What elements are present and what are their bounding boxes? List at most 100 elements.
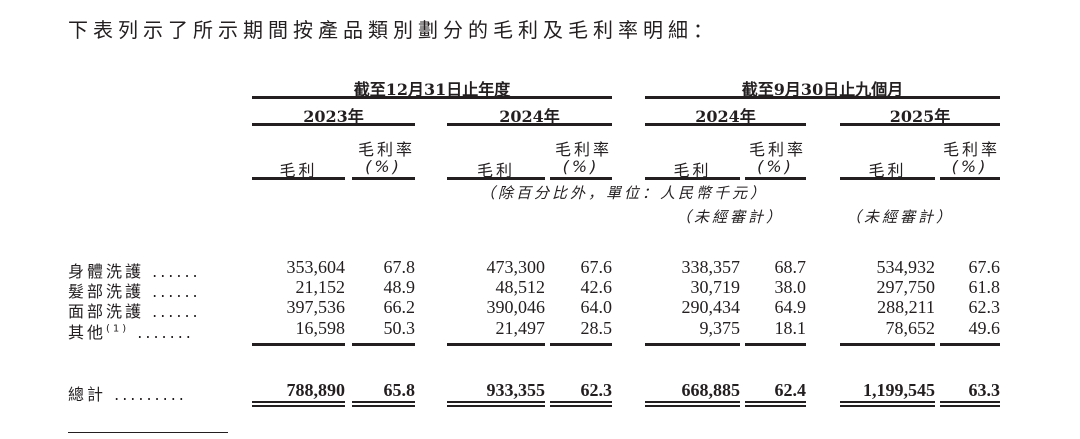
double-rule <box>745 405 806 407</box>
total-cell: 1,199,545 <box>863 380 935 400</box>
col-header-gross-profit: 毛利 <box>476 161 515 180</box>
table-cell: 61.8 <box>968 277 1001 297</box>
table-cell: 338,357 <box>681 257 741 277</box>
table-cell: 49.6 <box>968 318 1001 338</box>
double-rule <box>645 401 740 403</box>
total-cell: 63.3 <box>968 380 1001 400</box>
col-header-margin-unit: (%) <box>365 157 402 176</box>
table-cell: 42.6 <box>580 277 613 297</box>
table-cell: 30,719 <box>690 277 741 297</box>
col-header-margin: 毛利率 <box>748 140 806 159</box>
rule <box>940 177 1000 180</box>
double-rule <box>645 405 740 407</box>
table-cell: 48.9 <box>383 277 416 297</box>
double-rule <box>550 401 612 403</box>
table-cell: 21,497 <box>495 318 546 338</box>
rule <box>252 177 345 180</box>
table-cell: 62.3 <box>968 297 1001 317</box>
table-cell: 353,604 <box>286 257 346 277</box>
double-rule <box>252 405 345 407</box>
table-cell: 64.9 <box>774 297 807 317</box>
rule <box>840 177 935 180</box>
table-cell: 64.0 <box>580 297 613 317</box>
rule <box>252 96 612 99</box>
total-cell: 65.8 <box>383 380 416 400</box>
table-cell: 67.8 <box>383 257 416 277</box>
total-cell: 62.3 <box>580 380 613 400</box>
rule <box>840 343 935 346</box>
table-cell: 397,536 <box>286 297 346 317</box>
double-rule <box>745 401 806 403</box>
table-cell: 390,046 <box>486 297 546 317</box>
total-cell: 62.4 <box>774 380 807 400</box>
rule <box>645 343 740 346</box>
rule <box>745 177 806 180</box>
rule <box>645 96 1000 99</box>
col-header-gross-profit: 毛利 <box>279 161 318 180</box>
double-rule <box>550 405 612 407</box>
unit-note: （除百分比外，單位：人民幣千元） <box>480 184 769 202</box>
year-header: 2023年 <box>303 107 364 126</box>
table-cell: 68.7 <box>774 257 807 277</box>
row-label: 面部洗護 ...... <box>68 302 201 321</box>
table-cell: 288,211 <box>877 297 935 317</box>
total-cell: 933,355 <box>486 380 546 400</box>
rule <box>645 177 740 180</box>
rule <box>550 177 612 180</box>
rule <box>447 123 612 126</box>
intro-text: 下表列示了所示期間按產品類別劃分的毛利及毛利率明細： <box>68 18 718 42</box>
table-cell: 38.0 <box>774 277 807 297</box>
unaudited-note: （未經審計） <box>676 208 785 226</box>
col-header-margin-unit: (%) <box>951 157 989 176</box>
table-cell: 78,652 <box>885 318 936 338</box>
period-header-annual: 截至12月31日止年度 <box>353 80 511 99</box>
col-header-margin: 毛利率 <box>942 140 1000 159</box>
table-cell: 297,750 <box>876 277 936 297</box>
rule <box>940 343 1000 346</box>
double-rule <box>252 401 345 403</box>
year-header: 2025年 <box>889 107 951 126</box>
rule <box>252 123 415 126</box>
col-header-gross-profit: 毛利 <box>868 161 907 180</box>
table-cell: 16,598 <box>295 318 346 338</box>
table-cell: 67.6 <box>580 257 613 277</box>
rule <box>352 343 415 346</box>
year-header: 2024年 <box>499 107 560 126</box>
double-rule <box>447 401 545 403</box>
col-header-margin: 毛利率 <box>357 140 415 159</box>
double-rule <box>940 405 1000 407</box>
rule <box>447 177 545 180</box>
double-rule <box>840 401 935 403</box>
rule <box>745 343 806 346</box>
total-cell: 788,890 <box>286 380 346 400</box>
double-rule <box>940 401 1000 403</box>
table-cell: 67.6 <box>968 257 1001 277</box>
double-rule <box>352 401 415 403</box>
table-cell: 18.1 <box>774 318 807 338</box>
table-cell: 290,434 <box>681 297 741 317</box>
total-cell: 668,885 <box>681 380 741 400</box>
table-cell: 9,375 <box>699 318 741 338</box>
double-rule <box>840 405 935 407</box>
double-rule <box>447 405 545 407</box>
rule <box>447 343 545 346</box>
rule <box>550 343 612 346</box>
table-cell: 28.5 <box>580 318 613 338</box>
rule <box>840 123 1000 126</box>
row-label: 其他(1) ....... <box>68 323 194 342</box>
table-cell: 48,512 <box>495 277 546 297</box>
total-label: 總計 ......... <box>68 385 187 404</box>
table-cell: 473,300 <box>486 257 546 277</box>
year-header: 2024年 <box>695 107 756 126</box>
table-cell: 534,932 <box>876 257 936 277</box>
row-label: 髮部洗護 ...... <box>68 282 201 301</box>
rule <box>252 343 345 346</box>
rule <box>645 123 806 126</box>
col-header-margin-unit: (%) <box>562 157 600 176</box>
row-label: 身體洗護 ...... <box>68 262 201 281</box>
table-cell: 66.2 <box>383 297 416 317</box>
table-cell: 21,152 <box>295 277 346 297</box>
unaudited-note: （未經審計） <box>846 208 955 226</box>
col-header-gross-profit: 毛利 <box>673 161 712 180</box>
